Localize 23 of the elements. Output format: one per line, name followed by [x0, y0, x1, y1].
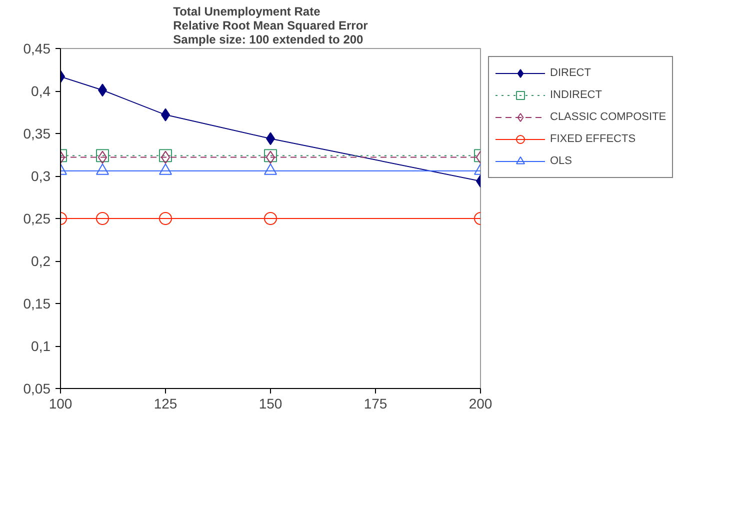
x-tick-label: 200 [468, 396, 492, 412]
y-tick-label: 0,45 [23, 40, 51, 56]
y-tick-label: 0,1 [31, 338, 51, 354]
x-tick-label: 100 [48, 396, 72, 412]
chart-title: Total Unemployment Rate Relative Root Mean Squared Error Sample size: 100 extended to 200 [173, 4, 368, 46]
point [96, 212, 109, 225]
x-tick-label: 125 [154, 396, 178, 412]
y-tick-label: 0,05 [23, 380, 51, 396]
y-tick-label: 0,4 [31, 83, 51, 99]
y-tick-label: 0,25 [23, 210, 51, 226]
legend-label: INDIRECT [550, 89, 602, 101]
legend-label: FIXED EFFECTS [550, 133, 636, 145]
x-tick-label: 175 [364, 396, 388, 412]
y-tick-label: 0,3 [31, 168, 51, 184]
x-tick-label: 150 [258, 396, 282, 412]
point [264, 212, 277, 225]
y-tick-label: 0,15 [23, 296, 51, 312]
point [159, 212, 172, 225]
legend-label: OLS [550, 155, 572, 167]
y-tick-label: 0,35 [23, 126, 51, 142]
legend-label: CLASSIC COMPOSITE [550, 111, 666, 123]
y-tick-label: 0,2 [31, 253, 51, 269]
legend-label: DIRECT [550, 67, 591, 79]
